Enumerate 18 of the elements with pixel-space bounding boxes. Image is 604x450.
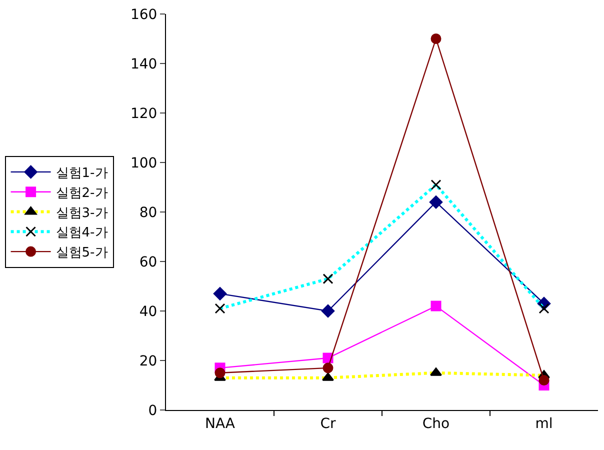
x-tick-label: NAA bbox=[204, 416, 236, 432]
legend-label: 실험3-가 bbox=[56, 206, 108, 221]
x-tick-label: Cho bbox=[422, 416, 450, 432]
y-tick-label: 40 bbox=[139, 304, 158, 320]
y-tick-label: 160 bbox=[130, 6, 158, 23]
y-tick-label: 20 bbox=[139, 353, 158, 370]
y-tick-label: 0 bbox=[148, 402, 158, 419]
legend-label: 실험4-가 bbox=[56, 226, 108, 241]
y-tick-label: 80 bbox=[139, 204, 158, 221]
legend-label: 실험1-가 bbox=[56, 166, 108, 182]
x-tick-label: Cr bbox=[320, 416, 336, 432]
y-tick-label: 120 bbox=[130, 106, 158, 122]
legend-label: 실험2-가 bbox=[56, 186, 108, 201]
x-tick-label: ml bbox=[535, 416, 553, 432]
y-tick-label: 100 bbox=[130, 155, 158, 172]
y-tick-label: 140 bbox=[130, 56, 158, 72]
y-tick-label: 60 bbox=[139, 254, 158, 270]
legend-label: 실험5-가 bbox=[56, 246, 108, 261]
